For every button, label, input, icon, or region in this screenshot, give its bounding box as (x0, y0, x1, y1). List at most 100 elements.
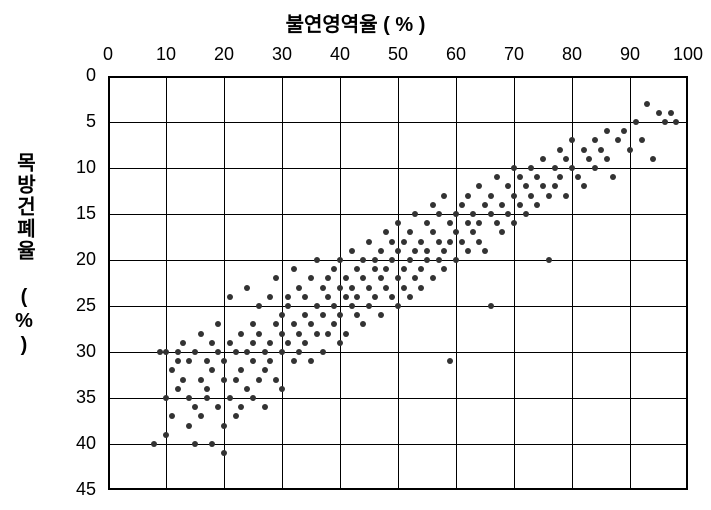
data-point (546, 193, 552, 199)
data-point (470, 211, 476, 217)
data-point (256, 303, 262, 309)
data-point (209, 340, 215, 346)
data-point (563, 156, 569, 162)
data-point (528, 165, 534, 171)
data-point (273, 275, 279, 281)
data-point (494, 174, 500, 180)
data-point (540, 183, 546, 189)
data-point (372, 294, 378, 300)
data-point (291, 321, 297, 327)
data-point (488, 193, 494, 199)
x-tick-label: 80 (562, 44, 582, 65)
data-point (366, 239, 372, 245)
data-point (175, 358, 181, 364)
data-point (592, 137, 598, 143)
plot-border (108, 76, 110, 490)
data-point (378, 312, 384, 318)
data-point (175, 349, 181, 355)
data-point (337, 340, 343, 346)
data-point (273, 321, 279, 327)
data-point (488, 303, 494, 309)
data-point (296, 331, 302, 337)
data-point (279, 386, 285, 392)
data-point (325, 294, 331, 300)
data-point (285, 340, 291, 346)
data-point (517, 174, 523, 180)
data-point (302, 294, 308, 300)
data-point (250, 358, 256, 364)
data-point (331, 266, 337, 272)
data-point (499, 202, 505, 208)
data-point (198, 331, 204, 337)
data-point (163, 432, 169, 438)
data-point (314, 303, 320, 309)
data-point (151, 441, 157, 447)
data-point (244, 349, 250, 355)
data-point (227, 294, 233, 300)
data-point (511, 220, 517, 226)
data-point (662, 119, 668, 125)
data-point (343, 275, 349, 281)
data-point (285, 294, 291, 300)
data-point (604, 156, 610, 162)
data-point (175, 386, 181, 392)
data-point (389, 239, 395, 245)
data-point (360, 275, 366, 281)
data-point (285, 303, 291, 309)
data-point (650, 156, 656, 162)
data-point (476, 220, 482, 226)
data-point (557, 147, 563, 153)
data-point (430, 202, 436, 208)
data-point (267, 358, 273, 364)
data-point (424, 248, 430, 254)
x-tick-label: 0 (103, 44, 113, 65)
data-point (447, 239, 453, 245)
data-point (186, 423, 192, 429)
data-point (320, 285, 326, 291)
data-point (389, 294, 395, 300)
grid-line (108, 214, 688, 215)
data-point (552, 165, 558, 171)
data-point (291, 358, 297, 364)
data-point (250, 340, 256, 346)
x-tick-label: 40 (330, 44, 350, 65)
data-point (383, 229, 389, 235)
data-point (465, 193, 471, 199)
data-point (349, 248, 355, 254)
data-point (656, 110, 662, 116)
data-point (209, 367, 215, 373)
data-point (436, 211, 442, 217)
data-point (418, 285, 424, 291)
data-point (453, 257, 459, 263)
data-point (378, 248, 384, 254)
data-point (169, 413, 175, 419)
data-point (418, 239, 424, 245)
data-point (180, 340, 186, 346)
data-point (267, 340, 273, 346)
data-point (581, 147, 587, 153)
x-axis-title: 불연영역율 ( % ) (0, 8, 711, 37)
data-point (465, 220, 471, 226)
data-point (453, 229, 459, 235)
data-point (325, 331, 331, 337)
data-point (238, 331, 244, 337)
grid-line (398, 76, 399, 490)
data-point (511, 165, 517, 171)
data-point (546, 257, 552, 263)
data-point (192, 349, 198, 355)
data-point (262, 367, 268, 373)
data-point (534, 174, 540, 180)
data-point (401, 239, 407, 245)
data-point (227, 395, 233, 401)
data-point (227, 340, 233, 346)
data-point (238, 404, 244, 410)
data-point (180, 377, 186, 383)
data-point (644, 101, 650, 107)
data-point (262, 349, 268, 355)
data-point (470, 229, 476, 235)
data-point (221, 358, 227, 364)
data-point (337, 312, 343, 318)
data-point (395, 303, 401, 309)
data-point (233, 377, 239, 383)
data-point (360, 257, 366, 263)
